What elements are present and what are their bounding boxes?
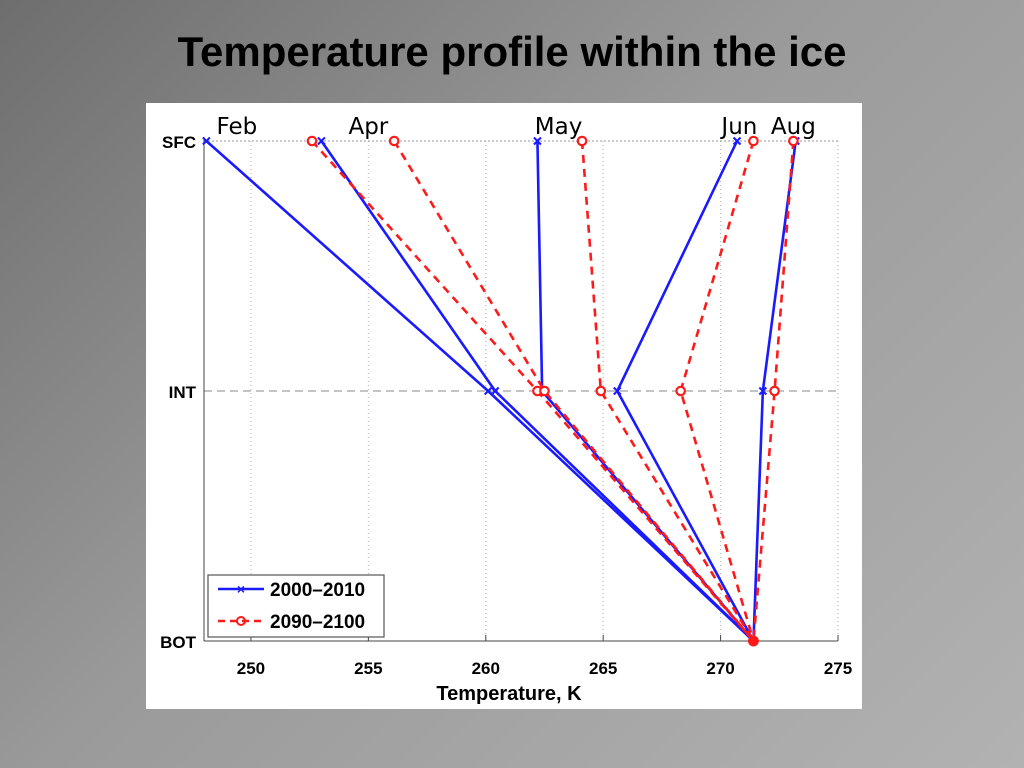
data-point-2000-2010 — [758, 386, 768, 396]
y-tick-label: BOT — [160, 633, 197, 652]
x-tick-label: 270 — [706, 659, 734, 678]
data-point-2090-2100 — [748, 635, 759, 647]
labels-layer: 250 255 260 265 270 275 SFC INT BOT Feb Apr May Jun A… — [160, 114, 852, 678]
x-tick-label: 260 — [472, 659, 500, 678]
legend-box — [207, 574, 385, 638]
series-layer — [202, 135, 800, 647]
month-label-may: May — [535, 114, 583, 140]
data-point-2000-2010 — [202, 136, 211, 146]
data-point-2090-2100 — [576, 135, 588, 147]
data-point-2000-2010 — [732, 136, 742, 146]
data-point-2090-2100 — [788, 135, 799, 147]
data-point-2090-2100 — [306, 135, 318, 147]
profile-line-2090-2100-jun — [679, 140, 755, 642]
legend: × 2000–2010 2090–2100 — [207, 574, 385, 638]
slide-title: Temperature profile within the ice — [177, 28, 847, 75]
chart-panel: 250 255 260 265 270 275 SFC INT BOT Feb Apr May Jun A… — [146, 103, 862, 709]
data-point-2090-2100 — [539, 385, 550, 397]
x-axis-title: Temperature, K — [436, 683, 582, 705]
data-point-mark — [483, 386, 493, 396]
y-tick-label: SFC — [162, 133, 196, 152]
data-point-2000-2010 — [490, 386, 500, 396]
data-point-mark — [533, 136, 542, 146]
data-point-2000-2010 — [613, 386, 622, 396]
data-point-2090-2100 — [388, 135, 400, 147]
data-point-mark — [758, 386, 768, 396]
x-tick-label: 250 — [237, 659, 265, 678]
data-point-mark — [732, 136, 742, 146]
data-point-2090-2100 — [595, 385, 607, 397]
data-point-2000-2010 — [533, 136, 542, 146]
data-point-2090-2100 — [769, 385, 780, 397]
legend-label-2090-2100: 2090–2100 — [270, 612, 365, 633]
profile-line-2090-2100-may — [393, 140, 755, 642]
legend-label-2000-2010: 2000–2010 — [270, 580, 365, 601]
y-tick-label: INT — [169, 383, 197, 402]
data-point-mark — [490, 386, 500, 396]
x-tick-label: 275 — [824, 659, 852, 678]
legend-marker-2000-2010: × — [237, 581, 245, 597]
legend-marker-2090-2100 — [236, 616, 246, 626]
month-label-jun: Jun — [719, 114, 757, 140]
grid-layer — [204, 140, 839, 642]
month-label-apr: Apr — [348, 114, 388, 140]
data-point-2090-2100 — [748, 135, 759, 147]
data-point-2090-2100 — [675, 385, 686, 397]
month-label-feb: Feb — [217, 114, 258, 140]
month-label-aug: Aug — [771, 114, 816, 140]
temperature-profile-chart: 250 255 260 265 270 275 SFC INT BOT Feb Apr May Jun A… — [160, 114, 852, 705]
x-tick-label: 265 — [589, 659, 617, 678]
data-point-mark — [202, 136, 211, 146]
axes-layer — [203, 137, 839, 642]
data-point-mark — [317, 136, 326, 146]
x-tick-label: 255 — [354, 659, 382, 678]
data-point-2000-2010 — [317, 136, 326, 146]
data-point-2000-2010 — [483, 386, 493, 396]
data-point-mark — [613, 386, 622, 396]
